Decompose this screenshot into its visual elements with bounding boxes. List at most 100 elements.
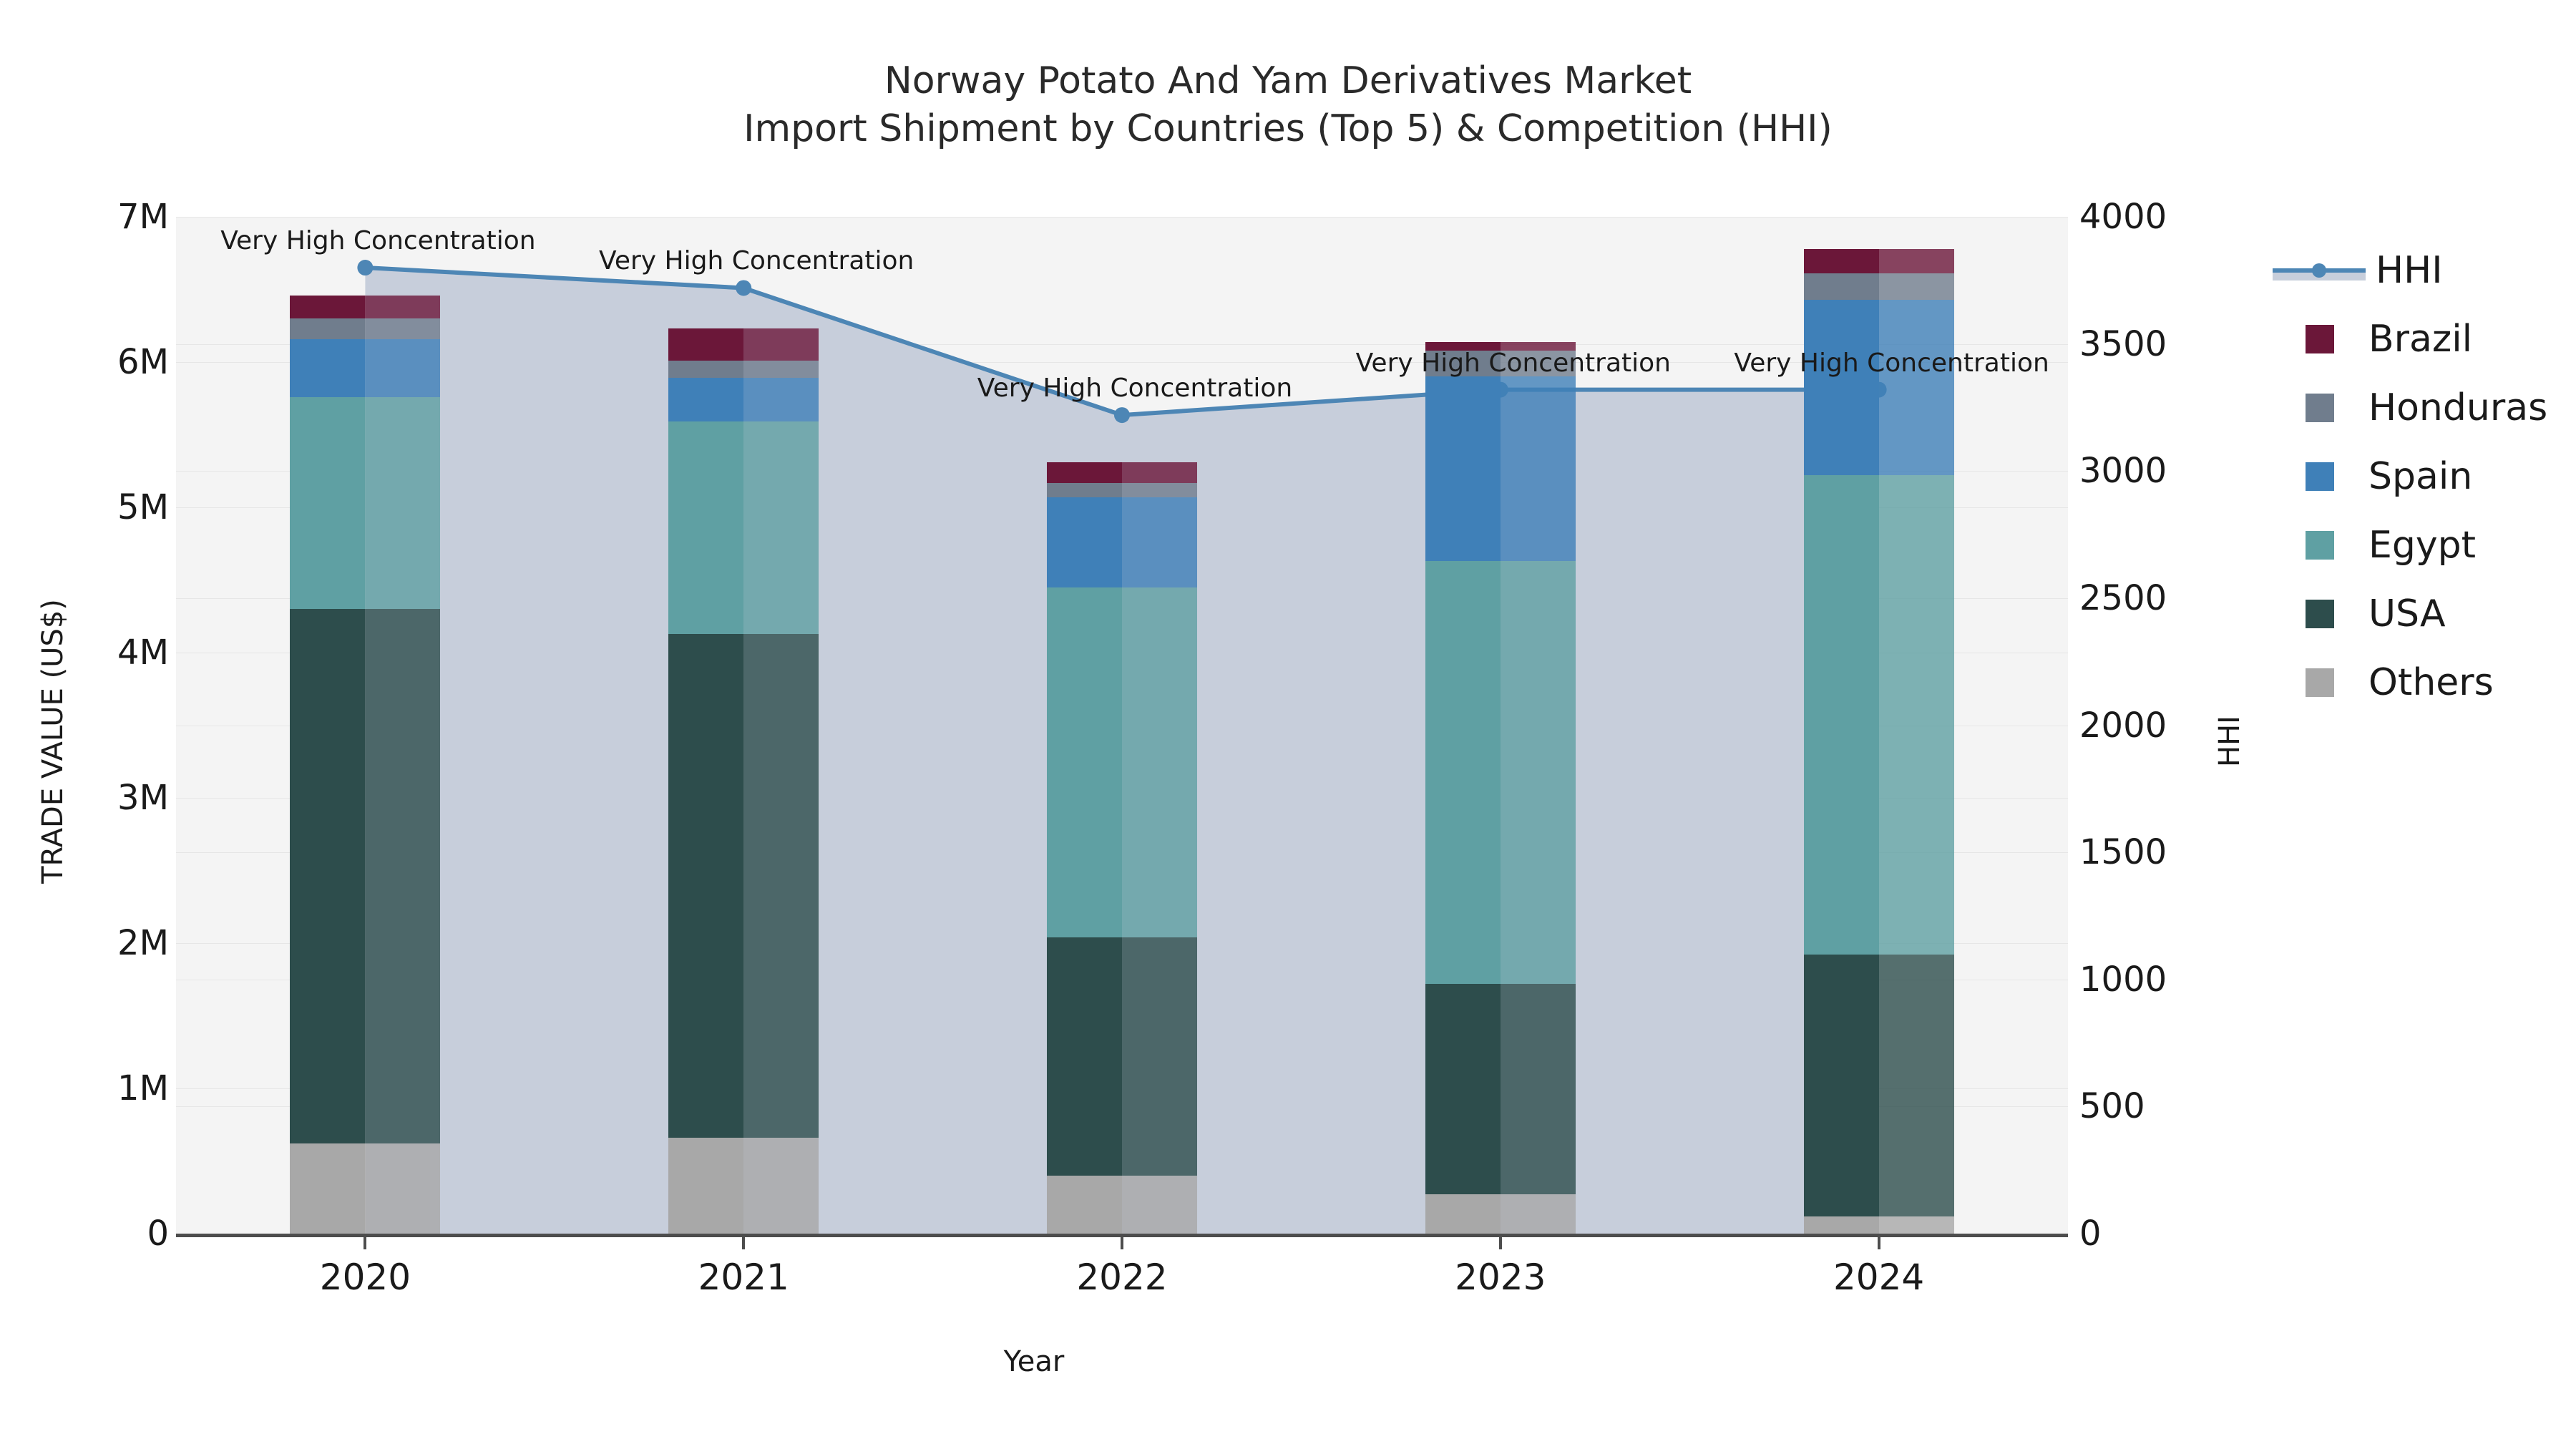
y-axis-left-title: TRADE VALUE (US$) xyxy=(36,599,69,884)
x-axis-tick-label: 2022 xyxy=(1076,1257,1168,1298)
hhi-data-point[interactable] xyxy=(357,260,374,276)
legend-item-usa[interactable]: USA xyxy=(2273,580,2547,648)
legend-item-brazil[interactable]: Brazil xyxy=(2273,305,2547,374)
bar-segment-honduras[interactable] xyxy=(1803,273,1879,300)
legend-label: Others xyxy=(2368,661,2494,704)
legend-color-swatch xyxy=(2306,394,2334,422)
bar-segment-brazil[interactable] xyxy=(1803,248,1879,274)
bar-segment-others[interactable] xyxy=(1500,1194,1576,1234)
hhi-data-point[interactable] xyxy=(736,280,752,296)
legend-item-spain[interactable]: Spain xyxy=(2273,442,2547,511)
bar-segment-egypt[interactable] xyxy=(1878,475,1954,955)
y-axis-right-tick-label: 4000 xyxy=(2079,197,2167,237)
bar-segment-honduras[interactable] xyxy=(1500,350,1576,377)
bar-segment-others[interactable] xyxy=(1878,1216,1954,1234)
bar-segment-brazil[interactable] xyxy=(1878,248,1954,274)
y-axis-right-tick-label: 500 xyxy=(2079,1086,2145,1127)
bar-segment-egypt[interactable] xyxy=(290,396,366,610)
x-axis-tick-label: 2020 xyxy=(319,1257,411,1298)
bar-segment-spain[interactable] xyxy=(1878,299,1954,476)
legend-label: Spain xyxy=(2368,455,2473,498)
bar-segment-usa[interactable] xyxy=(1047,937,1122,1176)
bar-segment-egypt[interactable] xyxy=(1803,475,1879,955)
legend-color-swatch xyxy=(2306,600,2334,628)
bar-segment-spain[interactable] xyxy=(1122,497,1197,587)
legend-item-honduras[interactable]: Honduras xyxy=(2273,374,2547,442)
bar-segment-honduras[interactable] xyxy=(668,360,744,379)
bar-segment-brazil[interactable] xyxy=(290,295,366,319)
bar-segment-spain[interactable] xyxy=(743,378,819,422)
bar-segment-spain[interactable] xyxy=(365,338,441,397)
y-axis-left-tick-label: 4M xyxy=(117,633,169,673)
bar-segment-others[interactable] xyxy=(290,1143,366,1234)
y-axis-right-tick-label: 0 xyxy=(2079,1214,2102,1254)
bar-segment-others[interactable] xyxy=(365,1143,441,1234)
legend-item-egypt[interactable]: Egypt xyxy=(2273,511,2547,580)
bar-segment-usa[interactable] xyxy=(743,633,819,1138)
bar-segment-honduras[interactable] xyxy=(365,318,441,339)
x-axis-tick-mark xyxy=(1877,1234,1880,1249)
bar-segment-others[interactable] xyxy=(743,1138,819,1234)
bar-segment-egypt[interactable] xyxy=(365,396,441,610)
legend-point-marker xyxy=(2312,263,2326,278)
bar-segment-usa[interactable] xyxy=(1122,937,1197,1176)
bar-segment-others[interactable] xyxy=(1122,1175,1197,1234)
bar-segment-usa[interactable] xyxy=(668,633,744,1138)
bar-segment-spain[interactable] xyxy=(668,378,744,422)
bar-segment-egypt[interactable] xyxy=(1500,561,1576,984)
bar-segment-spain[interactable] xyxy=(1425,376,1501,562)
bar-segment-honduras[interactable] xyxy=(1878,273,1954,300)
bar-group xyxy=(1803,217,1954,1234)
chart-title-line1: Norway Potato And Yam Derivatives Market xyxy=(884,59,1692,102)
bar-segment-usa[interactable] xyxy=(1878,955,1954,1216)
bar-segment-others[interactable] xyxy=(668,1138,744,1234)
bar-segment-egypt[interactable] xyxy=(668,421,744,634)
bar-group xyxy=(290,217,441,1234)
bar-segment-egypt[interactable] xyxy=(743,421,819,634)
bar-segment-brazil[interactable] xyxy=(1047,462,1122,483)
bar-segment-honduras[interactable] xyxy=(1122,482,1197,497)
gridline xyxy=(176,362,2068,363)
bar-segment-egypt[interactable] xyxy=(1047,587,1122,937)
y-axis-left-tick-label: 3M xyxy=(117,778,169,818)
bar-segment-usa[interactable] xyxy=(290,609,366,1144)
bar-segment-egypt[interactable] xyxy=(1425,561,1501,984)
bar-segment-usa[interactable] xyxy=(1425,983,1501,1195)
bar-segment-spain[interactable] xyxy=(290,338,366,397)
plot-area: Very High Concentration Very High Concent… xyxy=(176,217,2068,1234)
hhi-data-point[interactable] xyxy=(1114,407,1130,424)
x-axis-title: Year xyxy=(1003,1345,1065,1378)
legend-label: USA xyxy=(2368,592,2446,635)
bar-segment-brazil[interactable] xyxy=(1122,462,1197,483)
bar-segment-others[interactable] xyxy=(1803,1216,1879,1234)
bar-segment-spain[interactable] xyxy=(1047,497,1122,587)
bar-segment-usa[interactable] xyxy=(1500,983,1576,1195)
annotation-very-high-concentration: Very High Concentration xyxy=(598,246,914,276)
bar-segment-brazil[interactable] xyxy=(1425,341,1501,351)
bar-segment-others[interactable] xyxy=(1425,1194,1501,1234)
bar-segment-brazil[interactable] xyxy=(743,328,819,361)
bar-segment-others[interactable] xyxy=(1047,1175,1122,1234)
legend-label: Egypt xyxy=(2368,524,2477,567)
bar-segment-usa[interactable] xyxy=(1803,955,1879,1216)
y-axis-left-tick-label: 1M xyxy=(117,1068,169,1108)
x-axis-tick-label: 2021 xyxy=(698,1257,789,1298)
legend-item-hhi[interactable]: HHI xyxy=(2273,236,2547,305)
bar-segment-spain[interactable] xyxy=(1803,299,1879,476)
bar-group xyxy=(1425,217,1576,1234)
legend: HHI Brazil Honduras Spain Egypt USA Others xyxy=(2273,236,2547,717)
bar-segment-honduras[interactable] xyxy=(1425,350,1501,377)
x-axis-tick-label: 2023 xyxy=(1455,1257,1546,1298)
bar-segment-honduras[interactable] xyxy=(1047,482,1122,497)
bar-segment-honduras[interactable] xyxy=(743,360,819,379)
legend-item-others[interactable]: Others xyxy=(2273,648,2547,717)
bar-segment-egypt[interactable] xyxy=(1122,587,1197,937)
legend-label: Brazil xyxy=(2368,318,2473,361)
bar-segment-spain[interactable] xyxy=(1500,376,1576,562)
bar-segment-brazil[interactable] xyxy=(1500,341,1576,351)
bar-segment-brazil[interactable] xyxy=(668,328,744,361)
bar-segment-usa[interactable] xyxy=(365,609,441,1144)
bar-segment-brazil[interactable] xyxy=(365,295,441,319)
bar-segment-honduras[interactable] xyxy=(290,318,366,339)
